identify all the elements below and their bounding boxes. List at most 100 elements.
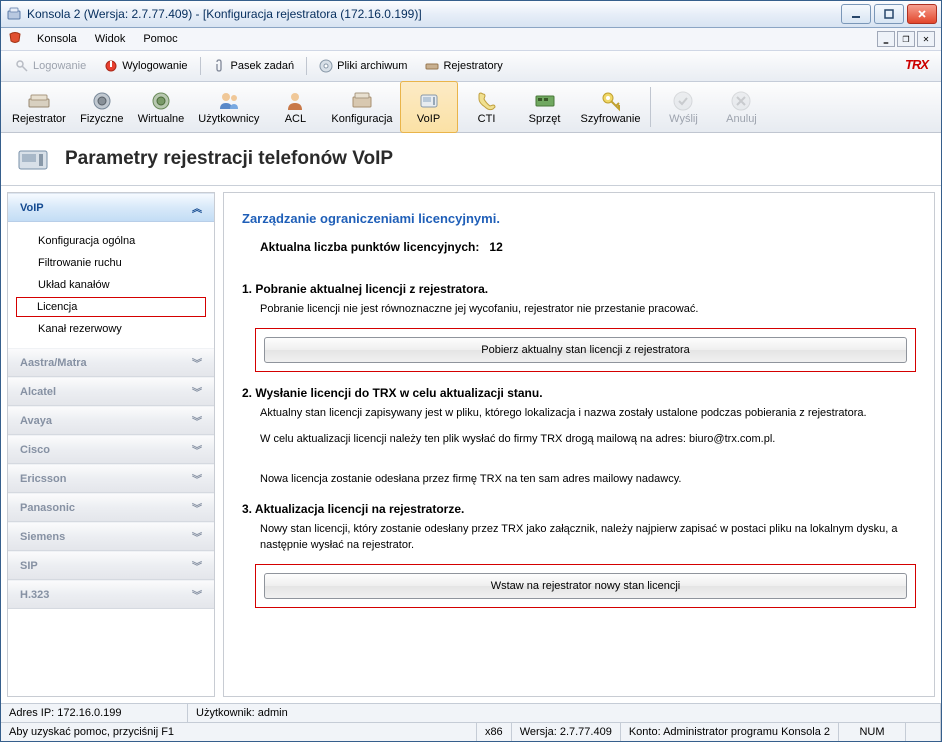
tb-voip[interactable]: VoIP [400, 81, 458, 133]
mdi-close-button[interactable]: ✕ [917, 31, 935, 47]
app-window: Konsola 2 (Wersja: 2.7.77.409) - [Konfig… [0, 0, 942, 742]
menu-widok[interactable]: Widok [87, 31, 134, 47]
tb-konfiguracja[interactable]: Konfiguracja [324, 81, 399, 133]
statusbar: Adres IP: 172.16.0.199 Użytkownik: admin [1, 703, 941, 722]
titlebar: Konsola 2 (Wersja: 2.7.77.409) - [Konfig… [1, 1, 941, 28]
chevron-down-icon: ︾ [192, 355, 202, 370]
sidebar-group-sip[interactable]: SIP︾ [8, 551, 214, 580]
tb-wirtualne[interactable]: Wirtualne [131, 81, 191, 133]
separator [650, 87, 651, 127]
mdi-minimize-button[interactable]: ‗ [877, 31, 895, 47]
sidebar-item-kanal-rezerwowy[interactable]: Kanał rezerwowy [8, 318, 214, 340]
help-text: Aby uzyskać pomoc, przyciśnij F1 [1, 723, 477, 741]
step2-text3: Nowa licencja zostanie odesłana przez fi… [260, 472, 916, 488]
window-buttons [841, 4, 937, 24]
sidebar-group-ericsson[interactable]: Ericsson︾ [8, 464, 214, 493]
sidebar-item-konfiguracja-ogolna[interactable]: Konfiguracja ogólna [8, 230, 214, 252]
logout-button[interactable]: Wylogowanie [96, 56, 195, 76]
menu-app-icon [7, 31, 23, 47]
chevron-down-icon: ︾ [192, 587, 202, 602]
status-account: Konto: Administrator programu Konsola 2 [621, 723, 839, 741]
window-title: Konsola 2 (Wersja: 2.7.77.409) - [Konfig… [27, 7, 841, 21]
menu-pomoc[interactable]: Pomoc [135, 31, 185, 47]
step3-button-frame: Wstaw na rejestrator nowy stan licencji [255, 564, 916, 608]
step3-title: 3. Aktualizacja licencji na rejestratorz… [242, 502, 916, 516]
status-spacer [906, 723, 941, 741]
key-icon [15, 59, 29, 73]
sidebar-group-avaya[interactable]: Avaya︾ [8, 406, 214, 435]
archive-button[interactable]: Pliki archiwum [311, 56, 415, 76]
chevron-up-icon: ︽ [192, 200, 202, 215]
step1-text: Pobranie licencji nie jest równoznaczne … [260, 302, 916, 318]
tb-uzytkownicy[interactable]: Użytkownicy [191, 81, 266, 133]
taskbar-button[interactable]: Pasek zadań [205, 56, 303, 76]
chevron-down-icon: ︾ [192, 413, 202, 428]
tb-send: Wyślij [654, 81, 712, 133]
tb-cancel: Anuluj [712, 81, 770, 133]
app-icon [6, 6, 22, 22]
step1-title: 1. Pobranie aktualnej licencji z rejestr… [242, 282, 916, 296]
menubar: Konsola Widok Pomoc ‗ ❐ ✕ [1, 28, 941, 51]
sidebar-group-panasonic[interactable]: Panasonic︾ [8, 493, 214, 522]
step3-text: Nowy stan licencji, który zostanie odesł… [260, 522, 916, 554]
maximize-button[interactable] [874, 4, 904, 24]
disc-icon [319, 59, 333, 73]
tb-fizyczne[interactable]: Fizyczne [73, 81, 131, 133]
sidebar-item-uklad-kanalow[interactable]: Układ kanałów [8, 274, 214, 296]
status-user: Użytkownik: admin [188, 704, 941, 722]
license-points-value: 12 [489, 240, 502, 254]
status-version: Wersja: 2.7.77.409 [512, 723, 621, 741]
clip-icon [213, 59, 227, 73]
work-area: VoIP ︽ Konfiguracja ogólna Filtrowanie r… [1, 186, 941, 703]
step2-title: 2. Wysłanie licencji do TRX w celu aktua… [242, 386, 916, 400]
minimize-button[interactable] [841, 4, 871, 24]
helpbar: Aby uzyskać pomoc, przyciśnij F1 x86 Wer… [1, 722, 941, 741]
chevron-down-icon: ︾ [192, 384, 202, 399]
license-points-line: Aktualna liczba punktów licencyjnych: 12 [260, 240, 916, 254]
tb-cti[interactable]: CTI [458, 81, 516, 133]
tb-sprzet[interactable]: Sprzęt [516, 81, 574, 133]
status-num: NUM [839, 723, 906, 741]
mdi-restore-button[interactable]: ❐ [897, 31, 915, 47]
tb-acl[interactable]: ACL [266, 81, 324, 133]
chevron-down-icon: ︾ [192, 558, 202, 573]
step2-text1: Aktualny stan licencji zapisywany jest w… [260, 406, 916, 422]
page-header: Parametry rejestracji telefonów VoIP [1, 133, 941, 186]
sidebar-item-licencja[interactable]: Licencja [16, 297, 206, 317]
separator [200, 57, 201, 75]
sidebar-group-voip[interactable]: VoIP ︽ [8, 193, 214, 222]
recorder-icon [425, 59, 439, 73]
chevron-down-icon: ︾ [192, 442, 202, 457]
close-button[interactable] [907, 4, 937, 24]
sidebar-group-aastra[interactable]: Aastra/Matra︾ [8, 348, 214, 377]
sidebar-item-filtrowanie[interactable]: Filtrowanie ruchu [8, 252, 214, 274]
sidebar-group-h323[interactable]: H.323︾ [8, 580, 214, 609]
menu-konsola[interactable]: Konsola [29, 31, 85, 47]
separator [306, 57, 307, 75]
sidebar: VoIP ︽ Konfiguracja ogólna Filtrowanie r… [7, 192, 215, 697]
recorders-button[interactable]: Rejestratory [417, 56, 510, 76]
chevron-down-icon: ︾ [192, 471, 202, 486]
upload-license-button[interactable]: Wstaw na rejestrator nowy stan licencji [264, 573, 907, 599]
step1-button-frame: Pobierz aktualny stan licencji z rejestr… [255, 328, 916, 372]
sidebar-group-siemens[interactable]: Siemens︾ [8, 522, 214, 551]
tb-rejestrator[interactable]: Rejestrator [5, 81, 73, 133]
chevron-down-icon: ︾ [192, 529, 202, 544]
section-title: Zarządzanie ograniczeniami licencyjnymi. [242, 211, 916, 226]
page-header-icon [15, 141, 51, 177]
trx-logo: TRX [905, 57, 935, 75]
toolbar-primary: Logowanie Wylogowanie Pasek zadań Pliki … [1, 51, 941, 82]
sidebar-items: Konfiguracja ogólna Filtrowanie ruchu Uk… [8, 222, 214, 348]
tb-szyfrowanie[interactable]: Szyfrowanie [574, 81, 648, 133]
status-ip: Adres IP: 172.16.0.199 [1, 704, 188, 722]
toolbar-secondary: Rejestrator Fizyczne Wirtualne Użytkowni… [1, 82, 941, 133]
download-license-button[interactable]: Pobierz aktualny stan licencji z rejestr… [264, 337, 907, 363]
sidebar-group-cisco[interactable]: Cisco︾ [8, 435, 214, 464]
step2-text2: W celu aktualizacji licencji należy ten … [260, 432, 916, 448]
page-title: Parametry rejestracji telefonów VoIP [65, 148, 393, 170]
sidebar-group-alcatel[interactable]: Alcatel︾ [8, 377, 214, 406]
login-button: Logowanie [7, 56, 94, 76]
chevron-down-icon: ︾ [192, 500, 202, 515]
power-icon [104, 59, 118, 73]
status-arch: x86 [477, 723, 512, 741]
